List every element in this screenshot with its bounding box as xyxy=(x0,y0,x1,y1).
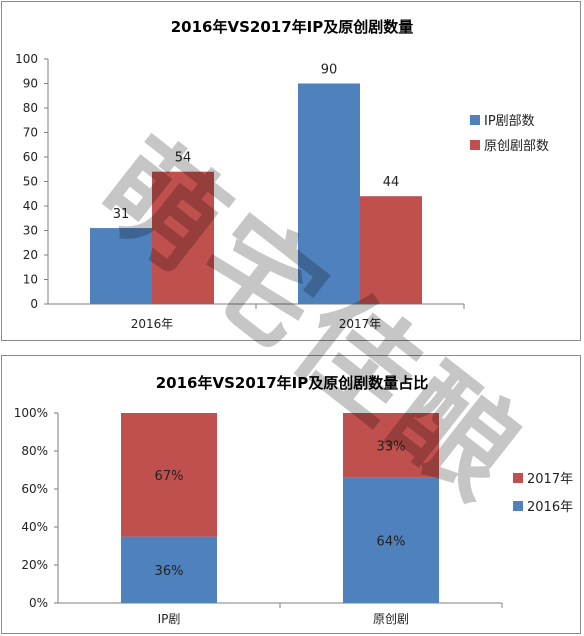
y-tick-label: 0% xyxy=(29,596,48,610)
y-tick-label: 30 xyxy=(23,224,38,238)
legend-swatch xyxy=(513,473,523,483)
data-label: 44 xyxy=(383,175,400,190)
data-label: 31 xyxy=(113,207,130,222)
y-tick-label: 50 xyxy=(23,175,38,189)
legend-label: 2017年 xyxy=(527,472,573,487)
legend-label: IP剧部数 xyxy=(484,114,535,129)
data-label: 36% xyxy=(155,564,184,579)
y-tick-label: 20 xyxy=(23,248,38,262)
x-tick-label: 2016年 xyxy=(131,317,174,331)
chart-title: 2016年VS2017年IP及原创剧数量占比 xyxy=(156,374,428,392)
legend-label: 2016年 xyxy=(527,500,573,515)
data-label: 90 xyxy=(321,63,338,78)
y-tick-label: 10 xyxy=(23,273,38,287)
y-tick-label: 0 xyxy=(30,297,38,311)
y-tick-label: 90 xyxy=(23,77,38,91)
x-tick-label: 原创剧 xyxy=(373,612,409,626)
y-tick-label: 40% xyxy=(21,520,48,534)
stacked-bar-2016 xyxy=(343,477,439,603)
x-tick-label: IP剧 xyxy=(158,612,181,626)
x-tick-label: 2017年 xyxy=(339,317,382,331)
y-tick-label: 80 xyxy=(23,101,38,115)
share-stacked-bar-chart: 2016年VS2017年IP及原创剧数量占比 0% 20% 40% 60% 80% 100%… xyxy=(14,374,573,626)
y-tick-label: 100% xyxy=(14,406,48,420)
bar-ip xyxy=(90,228,152,304)
bar-original xyxy=(152,171,214,304)
stacked-bar-2017 xyxy=(343,413,439,478)
bar-ip xyxy=(298,83,360,304)
y-tick-label: 80% xyxy=(21,444,48,458)
y-tick-label: 70 xyxy=(23,126,38,140)
y-tick-label: 40 xyxy=(23,199,38,213)
bar-original xyxy=(360,196,422,304)
chart-panel-counts: 2016年VS2017年IP及原创剧数量 0 10 20 30 40 50 60 70 80 90 1… xyxy=(1,1,581,341)
data-label: 54 xyxy=(175,151,192,166)
legend-swatch xyxy=(470,115,480,125)
y-tick-label: 60% xyxy=(21,482,48,496)
y-tick-label: 60 xyxy=(23,150,38,164)
chart-title: 2016年VS2017年IP及原创剧数量 xyxy=(171,18,413,36)
data-label: 33% xyxy=(377,439,406,454)
data-label: 67% xyxy=(155,469,184,484)
stacked-bar-2016 xyxy=(121,536,217,603)
y-tick-label: 20% xyxy=(21,558,48,572)
stacked-bar-2017 xyxy=(121,413,217,537)
chart-panel-share: 2016年VS2017年IP及原创剧数量占比 0% 20% 40% 60% 80% 100%… xyxy=(1,355,581,634)
y-tick-label: 100 xyxy=(15,52,38,66)
legend-swatch xyxy=(470,140,480,150)
counts-bar-chart: 2016年VS2017年IP及原创剧数量 0 10 20 30 40 50 60 70 80 90 1… xyxy=(15,18,549,331)
legend-swatch xyxy=(513,501,523,511)
data-label: 64% xyxy=(377,534,406,549)
legend-label: 原创剧部数 xyxy=(484,139,549,154)
